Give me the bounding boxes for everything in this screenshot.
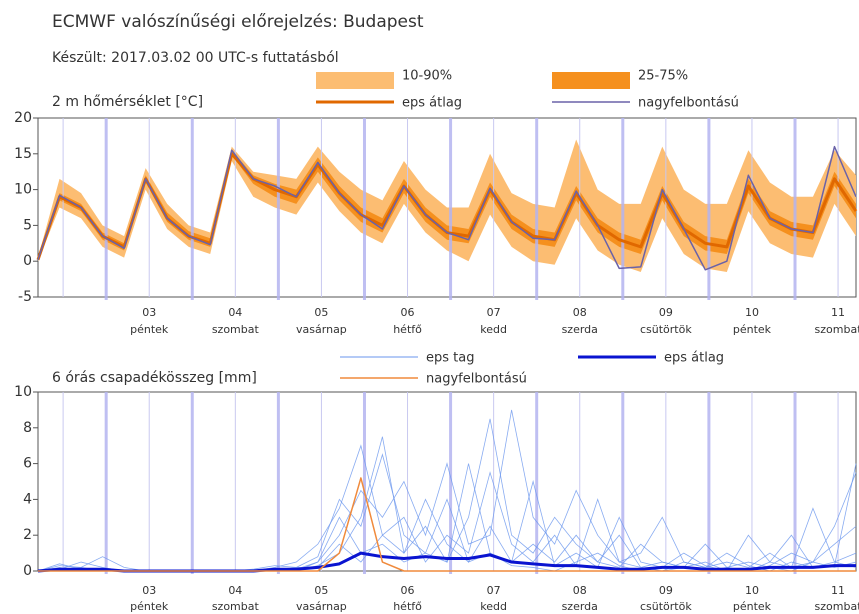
x-tick-day: vasárnap <box>296 600 347 613</box>
chart-title: ECMWF valószínűségi előrejelzés: Budapes… <box>52 12 424 32</box>
x-tick-day: szombat <box>815 323 859 336</box>
x-tick-label: 10 <box>745 306 759 319</box>
x-tick-label: 08 <box>573 584 587 597</box>
x-tick-label: 07 <box>487 584 501 597</box>
series-line <box>37 145 857 271</box>
legend-label: nagyfelbontású <box>638 96 739 111</box>
y-tick-label: 0 <box>23 563 32 579</box>
y-axis-label: 6 órás csapadékösszeg [mm] <box>52 370 257 386</box>
legend-label: eps átlag <box>664 351 724 366</box>
x-tick-label: 06 <box>401 584 415 597</box>
y-tick-label: 15 <box>14 146 32 162</box>
x-tick-label: 08 <box>573 306 587 319</box>
y-axis-label: 2 m hőmérséklet [°C] <box>52 94 203 110</box>
x-tick-day: hétfő <box>393 600 422 613</box>
x-tick-day: csütörtök <box>640 323 692 336</box>
x-tick-day: péntek <box>733 323 772 336</box>
x-tick-day: szerda <box>562 600 598 613</box>
y-tick-label: 8 <box>23 420 32 436</box>
y-tick-label: 0 <box>23 253 32 269</box>
x-tick-label: 11 <box>831 306 845 319</box>
x-tick-label: 05 <box>314 584 328 597</box>
x-tick-label: 10 <box>745 584 759 597</box>
x-tick-day: kedd <box>480 323 507 336</box>
x-tick-day: kedd <box>480 600 507 613</box>
x-tick-label: 09 <box>659 306 673 319</box>
x-tick-day: péntek <box>130 323 169 336</box>
x-tick-label: 04 <box>228 584 242 597</box>
y-tick-label: 5 <box>23 217 32 233</box>
legend-label: eps átlag <box>402 96 462 111</box>
x-tick-day: vasárnap <box>296 323 347 336</box>
y-tick-label: 10 <box>14 384 32 400</box>
plot-area <box>37 391 857 572</box>
x-tick-day: szombat <box>815 600 859 613</box>
x-tick-label: 04 <box>228 306 242 319</box>
y-tick-label: 20 <box>14 110 32 126</box>
x-tick-day: szombat <box>212 323 260 336</box>
legend-swatch <box>552 72 630 89</box>
y-tick-label: -5 <box>18 289 32 305</box>
chart-subtitle: Készült: 2017.03.02 00 UTC-s futtatásból <box>52 50 339 66</box>
x-tick-label: 07 <box>487 306 501 319</box>
x-tick-label: 03 <box>142 584 156 597</box>
x-tick-day: szombat <box>212 600 260 613</box>
x-tick-day: szerda <box>562 323 598 336</box>
x-tick-label: 03 <box>142 306 156 319</box>
y-tick-label: 2 <box>23 527 32 543</box>
y-tick-label: 6 <box>23 456 32 472</box>
x-tick-label: 05 <box>314 306 328 319</box>
x-tick-label: 11 <box>831 584 845 597</box>
y-tick-label: 4 <box>23 491 32 507</box>
band-area <box>38 150 856 261</box>
series-line <box>38 477 856 572</box>
x-tick-day: hétfő <box>393 323 422 336</box>
legend-label: eps tag <box>426 351 474 366</box>
legend-label: 25-75% <box>638 69 688 84</box>
x-tick-day: péntek <box>733 600 772 613</box>
band-area <box>38 139 856 272</box>
y-tick-label: 10 <box>14 182 32 198</box>
legend-swatch <box>316 72 394 89</box>
x-tick-label: 09 <box>659 584 673 597</box>
x-tick-day: péntek <box>130 600 169 613</box>
legend-label: 10-90% <box>402 69 452 84</box>
x-tick-label: 06 <box>401 306 415 319</box>
x-tick-day: csütörtök <box>640 600 692 613</box>
legend-label: nagyfelbontású <box>426 372 527 387</box>
